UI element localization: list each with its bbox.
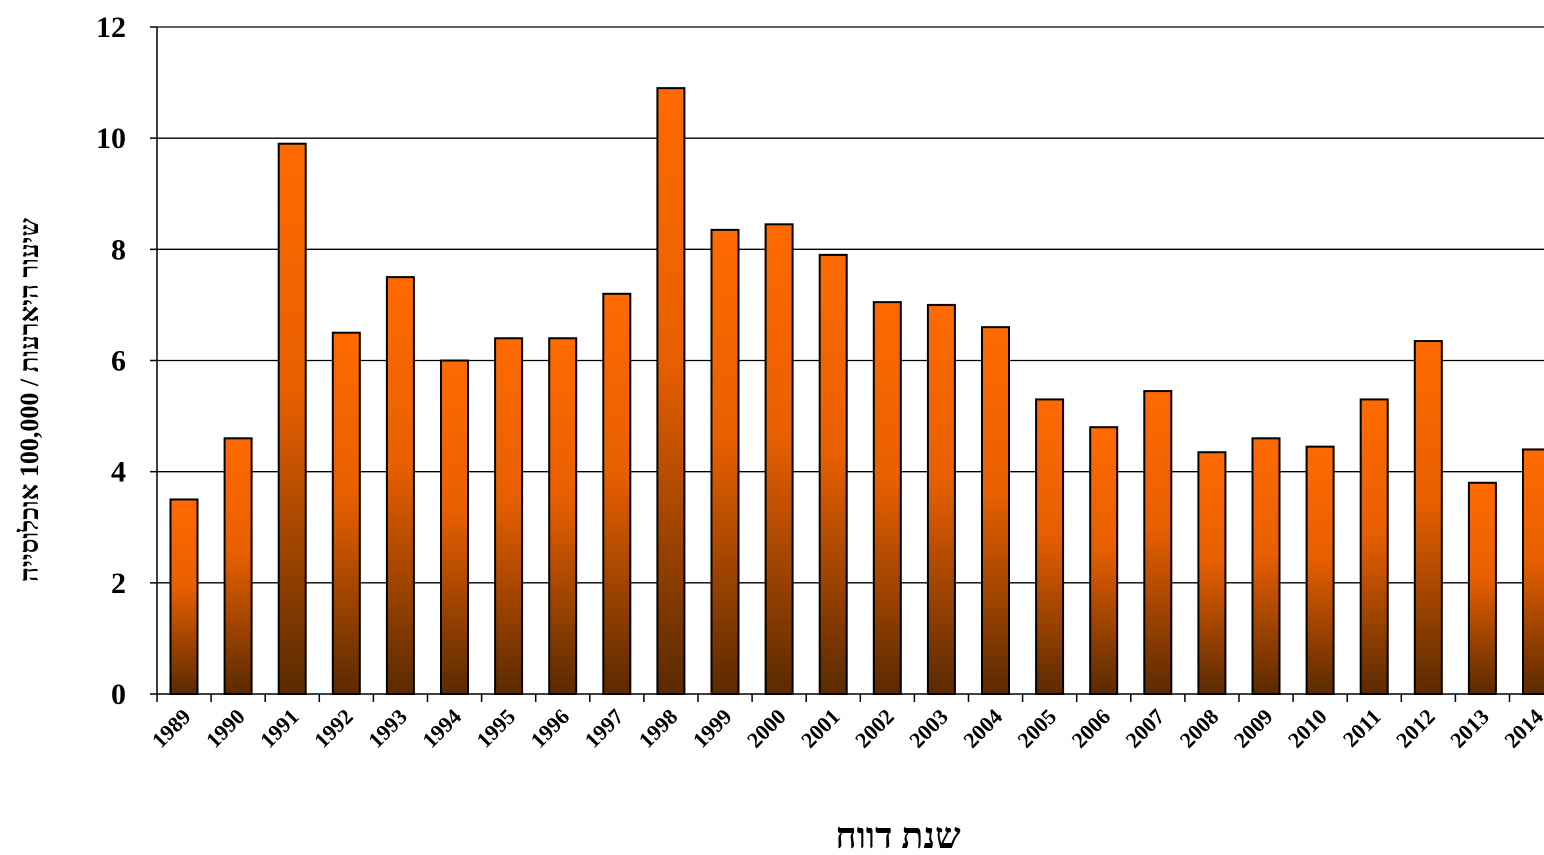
x-tick-label: 1991 bbox=[255, 704, 304, 753]
x-tick-label: 2014 bbox=[1499, 704, 1544, 753]
bars bbox=[169, 87, 1544, 696]
x-tick-label: 1999 bbox=[688, 704, 737, 753]
y-tick-label: 4 bbox=[111, 456, 126, 489]
bar-1991 bbox=[277, 142, 307, 696]
y-tick-labels: 0 2 4 6 8 10 12 bbox=[96, 11, 126, 711]
bar-2002 bbox=[872, 301, 902, 695]
x-tick-label: 1997 bbox=[580, 704, 629, 753]
bar-2000 bbox=[764, 223, 794, 695]
x-tick-label: 2005 bbox=[1012, 704, 1061, 753]
bar-1989 bbox=[169, 498, 199, 696]
bar-2010 bbox=[1305, 445, 1335, 696]
x-tick-label: 1990 bbox=[201, 704, 250, 753]
y-axis-label: שיעור היארעות / 100,000 אוכלוסייה bbox=[15, 218, 44, 582]
bar-2005 bbox=[1035, 398, 1065, 695]
y-tick-label: 2 bbox=[111, 567, 126, 600]
bar-1993 bbox=[385, 276, 415, 695]
x-tick-label: 1992 bbox=[309, 704, 358, 753]
x-tick-label: 2008 bbox=[1175, 704, 1224, 753]
gridlines bbox=[157, 26, 1544, 584]
bar-2014 bbox=[1522, 448, 1544, 695]
x-tick-label: 2001 bbox=[796, 704, 845, 753]
bar-2008 bbox=[1197, 451, 1227, 695]
bar-2007 bbox=[1143, 390, 1173, 695]
x-tick-label: 1989 bbox=[147, 704, 196, 753]
y-tick-label: 0 bbox=[111, 678, 126, 711]
y-tick-label: 6 bbox=[111, 345, 126, 378]
y-tick-label: 10 bbox=[96, 122, 126, 155]
bar-1999 bbox=[710, 228, 740, 695]
bar-1997 bbox=[602, 292, 632, 695]
x-tick-label: 2009 bbox=[1229, 704, 1278, 753]
x-tick-label: 1993 bbox=[363, 704, 412, 753]
bar-1990 bbox=[223, 437, 253, 696]
x-tick-label: 2003 bbox=[904, 704, 953, 753]
x-tick-label: 2011 bbox=[1338, 704, 1386, 752]
bar-1994 bbox=[440, 359, 469, 695]
y-tick-label: 12 bbox=[96, 11, 126, 44]
bar-2001 bbox=[818, 253, 848, 695]
bar-2013 bbox=[1467, 481, 1497, 695]
x-axis-label: שנת דווח bbox=[835, 816, 961, 855]
x-tick-label: 1995 bbox=[471, 704, 520, 753]
x-tick-label: 2000 bbox=[742, 704, 791, 753]
bar-1995 bbox=[494, 337, 524, 695]
x-tick-label: 1994 bbox=[417, 704, 466, 753]
bar-1992 bbox=[331, 331, 361, 695]
x-tick-label: 2010 bbox=[1283, 704, 1332, 753]
x-tick-label: 2013 bbox=[1445, 704, 1494, 753]
x-tick-label: 2002 bbox=[850, 704, 899, 753]
bar-2006 bbox=[1089, 426, 1119, 695]
x-tick-label: 2012 bbox=[1391, 704, 1440, 753]
x-tick-label: 2006 bbox=[1066, 704, 1115, 753]
bar-2011 bbox=[1359, 398, 1389, 695]
bar-1996 bbox=[548, 337, 578, 695]
y-tick-label: 8 bbox=[111, 233, 126, 266]
bar-1998 bbox=[656, 87, 686, 696]
bar-2009 bbox=[1251, 437, 1281, 696]
x-tick-label: 2007 bbox=[1121, 704, 1170, 753]
bar-2012 bbox=[1413, 340, 1443, 695]
x-tick-label: 2004 bbox=[958, 704, 1007, 753]
bar-2003 bbox=[926, 303, 956, 695]
x-tick-labels: 1989 1990 1991 1992 1993 1994 1995 1996 1997 1998… bbox=[147, 704, 1544, 753]
bar-2004 bbox=[981, 326, 1010, 695]
x-tick-label: 1998 bbox=[634, 704, 683, 753]
axes bbox=[150, 26, 1544, 702]
x-tick-label: 1996 bbox=[525, 704, 574, 753]
